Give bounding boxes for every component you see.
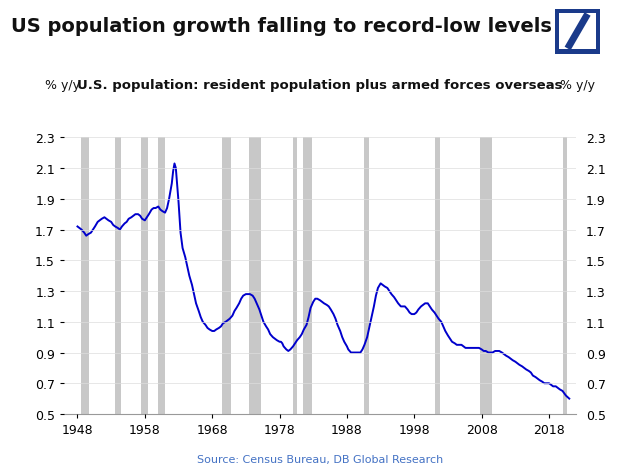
Bar [563,138,566,414]
Bar [141,138,148,414]
Bar [222,138,231,414]
Bar [249,138,260,414]
Bar [481,138,492,414]
Bar [115,138,121,414]
Bar [364,138,369,414]
Bar [81,138,89,414]
Text: U.S. population: resident population plus armed forces overseas: U.S. population: resident population plu… [77,79,563,91]
Bar [435,138,440,414]
Text: US population growth falling to record-low levels: US population growth falling to record-l… [11,17,552,36]
Text: Source: Census Bureau, DB Global Research: Source: Census Bureau, DB Global Researc… [197,454,443,464]
Bar [303,138,312,414]
Bar [158,138,165,414]
Text: % y/y: % y/y [45,79,80,91]
Bar [559,14,596,50]
Bar [293,138,297,414]
Text: % y/y: % y/y [560,79,595,91]
